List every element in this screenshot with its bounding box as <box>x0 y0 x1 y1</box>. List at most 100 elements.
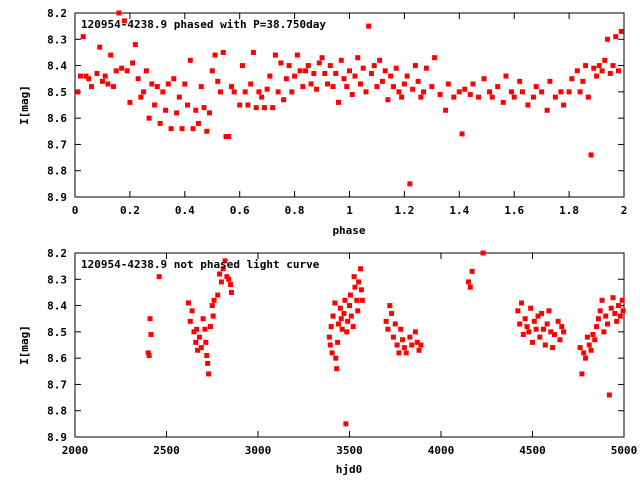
data-point <box>594 324 600 330</box>
data-point <box>278 60 284 66</box>
x-tick-label: 4500 <box>519 444 546 457</box>
data-point <box>110 84 116 90</box>
data-point <box>374 84 380 90</box>
data-point <box>390 334 396 340</box>
x-tick-label: 2500 <box>153 444 180 457</box>
data-point <box>281 97 287 103</box>
data-point <box>355 308 361 314</box>
y-axis-label: I[mag] <box>18 325 31 365</box>
data-point <box>476 94 482 100</box>
x-tick-label: 2 <box>621 204 628 217</box>
data-point <box>603 313 609 319</box>
data-point <box>515 308 521 314</box>
data-point <box>559 324 565 330</box>
data-point <box>396 350 402 356</box>
data-point <box>316 60 322 66</box>
data-point <box>349 91 355 97</box>
data-point <box>599 68 605 74</box>
data-point <box>146 353 152 359</box>
data-point <box>194 326 200 332</box>
data-point <box>352 73 358 79</box>
data-point <box>237 102 243 108</box>
data-point <box>329 350 335 356</box>
data-point <box>388 73 394 79</box>
data-point <box>195 347 201 353</box>
data-point <box>189 308 195 314</box>
data-point <box>222 258 228 264</box>
data-point <box>77 73 83 79</box>
data-point <box>201 105 207 111</box>
data-point <box>620 308 626 314</box>
data-point <box>220 49 226 55</box>
data-point <box>377 57 383 63</box>
data-point <box>80 34 86 40</box>
y-tick-label: 8.9 <box>47 191 67 204</box>
data-point <box>196 120 202 126</box>
data-point <box>294 52 300 58</box>
data-point <box>138 94 144 100</box>
data-point <box>207 324 213 330</box>
data-point <box>347 303 352 309</box>
data-point <box>146 115 152 121</box>
data-point <box>371 63 377 69</box>
data-point <box>205 360 211 366</box>
data-point <box>610 295 616 301</box>
data-point <box>393 65 399 71</box>
data-point <box>132 42 138 48</box>
data-point <box>337 305 343 311</box>
data-point <box>577 345 583 351</box>
data-point <box>113 68 119 74</box>
data-point <box>616 303 622 309</box>
data-point <box>86 76 92 82</box>
data-point <box>511 94 517 100</box>
y-axis-ticks: 8.2 8.3 8.4 8.5 8.6 8.7 8.8 8.9 <box>47 247 624 444</box>
data-point <box>537 334 543 340</box>
data-point <box>325 81 331 87</box>
data-point <box>548 329 554 335</box>
data-point <box>550 345 556 351</box>
data-point <box>608 305 614 311</box>
data-point <box>354 297 360 303</box>
x-tick-label: 0.2 <box>120 204 140 217</box>
plot-frame <box>74 12 625 198</box>
x-axis-label: hjd0 <box>336 463 363 476</box>
data-point <box>292 73 298 79</box>
data-point <box>437 91 443 97</box>
data-point <box>218 279 224 285</box>
data-point <box>200 316 206 322</box>
data-point <box>174 110 180 116</box>
data-point <box>322 70 328 76</box>
data-point <box>517 78 523 84</box>
data-point <box>259 94 265 100</box>
data-point <box>429 84 435 90</box>
data-point <box>566 89 572 95</box>
y-tick-label: 8.7 <box>47 138 67 151</box>
data-point <box>519 89 525 95</box>
data-point <box>204 128 210 134</box>
data-point <box>179 126 185 132</box>
data-point <box>467 284 473 290</box>
data-point <box>396 89 402 95</box>
data-point <box>303 68 309 74</box>
data-point <box>574 68 580 74</box>
data-point <box>215 78 221 84</box>
data-point <box>595 316 601 322</box>
data-point <box>363 89 369 95</box>
data-point <box>508 89 514 95</box>
data-point <box>407 181 413 187</box>
data-point <box>253 105 259 111</box>
x-axis-ticks: 2000 2500 3000 3500 4000 4500 5000 <box>62 253 637 457</box>
x-tick-label: 3500 <box>336 444 363 457</box>
data-point <box>412 63 418 69</box>
data-point <box>326 334 332 340</box>
data-point <box>334 366 340 372</box>
data-point <box>399 94 405 100</box>
data-point <box>149 81 155 87</box>
data-point <box>182 81 188 87</box>
data-point <box>286 63 292 69</box>
data-point <box>283 76 289 82</box>
data-point <box>619 297 625 303</box>
data-point <box>355 55 361 61</box>
data-point <box>163 107 169 113</box>
data-point <box>535 313 541 319</box>
